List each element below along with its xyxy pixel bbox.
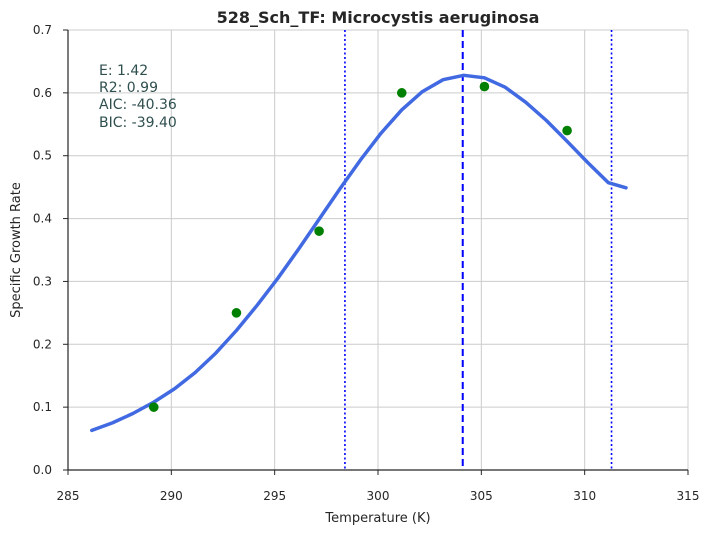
y-tick-label: 0.3 bbox=[33, 274, 52, 288]
fit-statistics: E: 1.42 R2: 0.99 AIC: -40.36 BIC: -39.40 bbox=[99, 63, 177, 131]
grid bbox=[67, 29, 689, 471]
y-tick-label: 0.2 bbox=[33, 337, 52, 351]
x-tick-label: 315 bbox=[677, 489, 700, 503]
x-tick-label: 285 bbox=[57, 489, 80, 503]
data-point bbox=[314, 226, 324, 236]
y-tick-label: 0.1 bbox=[33, 400, 52, 414]
stat-r2: R2: 0.99 bbox=[99, 80, 158, 96]
chart-title: 528_Sch_TF: Microcystis aeruginosa bbox=[217, 8, 540, 27]
stat-aic: AIC: -40.36 bbox=[99, 97, 177, 113]
y-tick-label: 0.4 bbox=[33, 212, 52, 226]
y-tick-label: 0.0 bbox=[33, 463, 52, 477]
observed-points bbox=[148, 81, 572, 412]
data-point bbox=[562, 125, 572, 136]
y-axis-label: Specific Growth Rate bbox=[9, 182, 24, 318]
x-tick-label: 295 bbox=[263, 489, 286, 503]
stat-e: E: 1.42 bbox=[99, 63, 148, 79]
data-point bbox=[148, 402, 159, 412]
x-tick-label: 310 bbox=[573, 489, 596, 503]
fit-curve bbox=[90, 73, 628, 433]
y-tick-label: 0.5 bbox=[33, 149, 52, 163]
fit-curve-group bbox=[90, 73, 628, 433]
reference-lines bbox=[344, 30, 613, 470]
x-axis-label: Temperature (K) bbox=[324, 511, 430, 526]
y-tick-label: 0.7 bbox=[33, 23, 52, 37]
x-tick-label: 300 bbox=[367, 489, 390, 503]
ticks: 285 290 295 300 305 310 315 0.0 0.1 0.2 0.3 0.4 0.5 0… bbox=[33, 23, 700, 503]
data-point bbox=[396, 88, 407, 98]
data-point bbox=[479, 81, 490, 92]
x-tick-label: 290 bbox=[160, 489, 183, 503]
stat-bic: BIC: -39.40 bbox=[99, 115, 177, 131]
x-tick-label: 305 bbox=[470, 489, 493, 503]
data-point bbox=[231, 308, 242, 318]
y-tick-label: 0.6 bbox=[33, 86, 52, 100]
